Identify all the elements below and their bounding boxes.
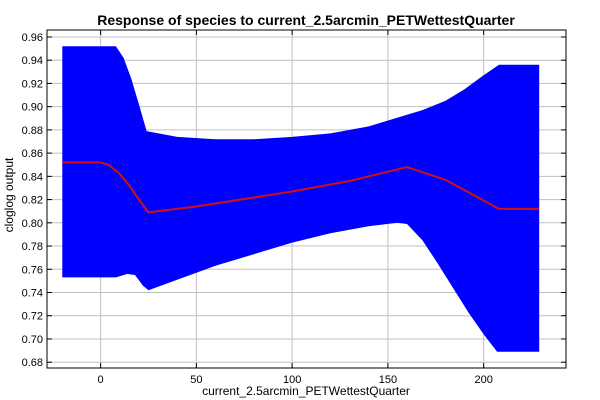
x-axis-label: current_2.5arcmin_PETWettestQuarter xyxy=(202,384,410,398)
uncertainty-band xyxy=(62,46,540,352)
response-line xyxy=(62,161,540,214)
data-layer xyxy=(62,46,540,352)
y-tick-label: 0.94 xyxy=(22,55,43,67)
y-tick-label: 0.96 xyxy=(22,32,43,44)
y-tick-label: 0.76 xyxy=(22,264,43,276)
y-tick-label: 0.72 xyxy=(22,311,43,323)
y-tick-label: 0.88 xyxy=(22,125,43,137)
y-tick-label: 0.84 xyxy=(22,171,43,183)
y-tick-label: 0.74 xyxy=(22,288,43,300)
x-tick-label: 150 xyxy=(379,374,397,386)
y-tick-label: 0.78 xyxy=(22,241,43,253)
y-tick-label: 0.92 xyxy=(22,78,43,90)
tick-layer: 0 50 100 150 200 0.68 0.70 0.72 0.74 0.76 0.78 0.80… xyxy=(22,30,566,386)
x-tick-label: 200 xyxy=(474,374,492,386)
y-tick-label: 0.70 xyxy=(22,334,43,346)
y-tick-label: 0.90 xyxy=(22,102,43,114)
plot-frame xyxy=(46,29,567,369)
x-tick-label: 100 xyxy=(283,374,301,386)
x-tick-label: 50 xyxy=(190,374,202,386)
y-axis-label: cloglog output xyxy=(2,157,16,232)
y-tick-label: 0.86 xyxy=(22,148,43,160)
y-tick-label: 0.82 xyxy=(22,195,43,207)
chart-title: Response of species to current_2.5arcmin… xyxy=(97,12,515,28)
x-tick-label: 0 xyxy=(98,374,104,386)
y-tick-label: 0.68 xyxy=(22,357,43,369)
y-tick-label: 0.80 xyxy=(22,218,43,230)
